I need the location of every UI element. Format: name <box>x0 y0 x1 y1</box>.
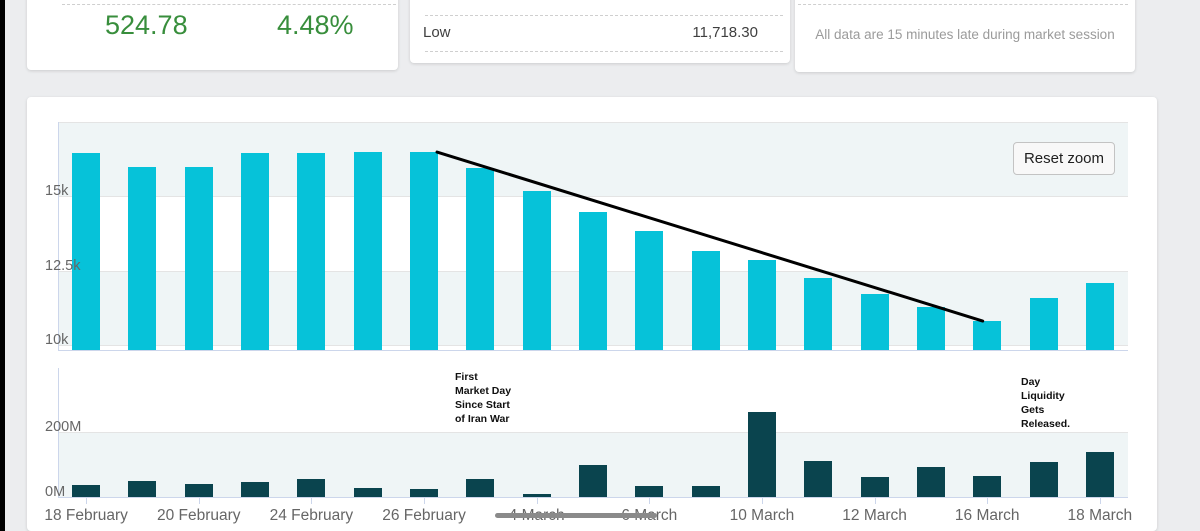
y-axis-label: 0M <box>45 484 66 500</box>
price-bar[interactable] <box>691 250 720 350</box>
notice-card: All data are 15 minutes late during mark… <box>795 0 1135 72</box>
price-bar[interactable] <box>1029 298 1058 350</box>
left-edge-strip <box>0 0 5 531</box>
price-bar[interactable] <box>804 278 833 350</box>
high-value: 12,102.70 <box>691 0 758 1</box>
volume-bar[interactable] <box>804 460 833 497</box>
annotation-liquidity: Day Liquidity Gets Released. <box>1021 376 1071 430</box>
x-axis-tick <box>1099 497 1101 504</box>
summary-card: 524.78 4.48% <box>27 0 398 70</box>
y-axis-label: 15k <box>45 183 69 199</box>
price-bar[interactable] <box>72 152 101 350</box>
x-axis-tick <box>874 497 876 504</box>
y-axis-label: 200M <box>45 419 82 436</box>
volume-bar[interactable] <box>1029 461 1058 497</box>
x-axis-tick <box>987 497 989 504</box>
price-bar[interactable] <box>747 260 776 350</box>
volume-bar[interactable] <box>635 486 664 497</box>
price-bar[interactable] <box>522 190 551 350</box>
price-bar[interactable] <box>241 152 270 350</box>
x-scrollbar-thumb[interactable] <box>495 513 657 518</box>
volume-y-axis-line <box>58 368 59 497</box>
volume-bar[interactable] <box>579 464 607 497</box>
change-percent-value: 4.48% <box>277 10 354 40</box>
x-axis-label: 16 March <box>954 507 1020 524</box>
y-gridline <box>58 432 1128 433</box>
volume-bar[interactable] <box>1085 451 1114 497</box>
reset-zoom-button[interactable]: Reset zoom <box>1013 142 1115 175</box>
price-bar[interactable] <box>410 151 439 350</box>
volume-bar[interactable] <box>410 488 439 497</box>
stats-card: High 12,102.70 Low 11,718.30 <box>410 0 790 63</box>
price-y-axis-line <box>58 122 59 350</box>
x-axis-tick <box>311 497 313 504</box>
row-divider <box>62 4 396 5</box>
price-bar[interactable] <box>466 168 495 350</box>
volume-bar[interactable] <box>297 479 326 497</box>
x-axis-label: 18 February <box>44 507 128 524</box>
y-axis-label: 12.5k <box>45 257 81 274</box>
x-axis-label: 12 March <box>842 507 907 524</box>
price-bar[interactable] <box>353 151 382 350</box>
price-bar[interactable] <box>635 230 664 350</box>
volume-bar[interactable] <box>916 466 945 497</box>
y-gridline <box>58 122 1128 123</box>
row-divider <box>425 51 783 52</box>
volume-bar[interactable] <box>973 475 1002 497</box>
price-x-axis-line <box>58 350 1128 351</box>
row-divider <box>425 15 783 16</box>
volume-bar[interactable] <box>184 484 213 497</box>
x-axis-tick <box>761 497 763 504</box>
plot-band <box>58 121 1128 196</box>
x-axis-label: 24 February <box>269 507 354 524</box>
volume-bar[interactable] <box>691 486 720 497</box>
high-label: High <box>423 0 454 1</box>
x-axis-tick <box>649 497 651 504</box>
x-axis-label: 26 February <box>382 507 466 524</box>
volume-bar[interactable] <box>860 476 889 497</box>
x-axis-label: 20 February <box>156 507 241 524</box>
volume-bar[interactable] <box>466 478 495 497</box>
x-axis-label: 10 March <box>729 507 795 524</box>
price-bar[interactable] <box>579 212 607 350</box>
volume-bar[interactable] <box>128 481 157 497</box>
x-axis-tick <box>86 497 88 504</box>
price-bar[interactable] <box>128 167 157 350</box>
volume-bar[interactable] <box>747 411 776 497</box>
x-axis-tick <box>424 497 426 504</box>
volume-bar[interactable] <box>241 482 270 497</box>
low-label: Low <box>423 24 451 41</box>
price-bar[interactable] <box>916 306 945 350</box>
annotation-iran-war: First Market Day Since Start of Iran War <box>455 371 512 425</box>
low-value: 11,718.30 <box>692 24 758 41</box>
price-bar[interactable] <box>1085 283 1114 350</box>
price-bar[interactable] <box>973 320 1002 350</box>
x-axis-tick <box>198 497 200 504</box>
price-bar[interactable] <box>297 152 326 350</box>
row-divider <box>798 4 1128 5</box>
y-gridline <box>58 196 1128 197</box>
chart-card: 15k 12.5k 10k 200M 0M 18 February 20 February 2… <box>27 97 1157 531</box>
change-value: 524.78 <box>105 10 188 40</box>
volume-bar[interactable] <box>72 485 101 497</box>
delay-notice-text: All data are 15 minutes late during mark… <box>815 27 1115 42</box>
volume-x-axis-line <box>58 497 1128 498</box>
x-axis-label: 18 March <box>1067 507 1133 524</box>
price-bar[interactable] <box>860 294 889 350</box>
x-axis-tick <box>536 497 538 504</box>
price-bar[interactable] <box>184 166 213 350</box>
stock-chart: 15k 12.5k 10k 200M 0M 18 February 20 February 2… <box>27 97 1157 531</box>
y-axis-label: 10k <box>45 332 69 348</box>
volume-bar[interactable] <box>353 488 382 497</box>
volume-bar[interactable] <box>522 493 551 497</box>
